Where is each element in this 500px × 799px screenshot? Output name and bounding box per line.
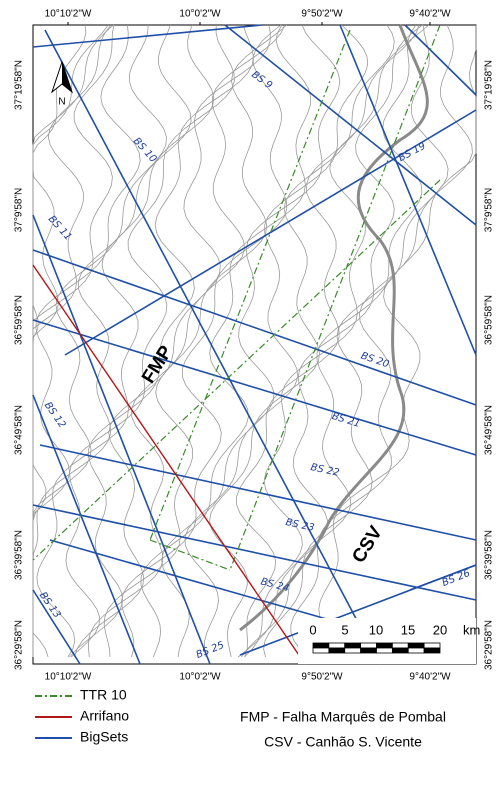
scale-label: 15: [401, 622, 415, 637]
scale-label: 20: [433, 622, 447, 637]
latitude-label: 37°9'58"N: [484, 188, 495, 233]
map-frame: [33, 25, 476, 664]
latitude-label: 36°49'58"N: [484, 405, 495, 455]
scale-segment: [329, 643, 345, 648]
map-figure: BS 9BS 10BS 11BS 12BS 13BS 19BS 20BS 21B…: [0, 0, 500, 794]
legend-label: TTR 10: [80, 687, 127, 703]
scale-segment: [392, 648, 408, 653]
scale-segment: [424, 648, 440, 653]
legend-label: Arrifano: [80, 708, 129, 724]
latitude-label: 36°59'58"N: [14, 295, 25, 345]
scale-unit: km: [463, 622, 480, 637]
latitude-label: 36°39'58"N: [14, 530, 25, 580]
scale-segment: [361, 643, 377, 648]
scale-segment: [408, 643, 424, 648]
scale-segment: [313, 643, 329, 648]
latitude-label: 37°19'58"N: [14, 60, 25, 110]
legend-label: BigSets: [80, 729, 128, 745]
longitude-label: 9°40'2"W: [409, 672, 451, 683]
latitude-label: 36°49'58"N: [14, 405, 25, 455]
scale-label: 10: [369, 622, 383, 637]
longitude-label: 9°40'2"W: [409, 9, 451, 20]
latitude-label: 37°9'58"N: [14, 188, 25, 233]
latitude-label: 36°39'58"N: [484, 530, 495, 580]
abbreviation-note: FMP - Falha Marquês de Pombal: [240, 709, 446, 725]
scale-segment: [361, 648, 377, 653]
latitude-label: 36°29'58"N: [484, 620, 495, 670]
scale-segment: [329, 648, 345, 653]
latitude-label: 37°19'58"N: [484, 60, 495, 110]
scale-segment: [377, 643, 393, 648]
longitude-label: 10°0'2"W: [179, 672, 221, 683]
north-label: N: [58, 97, 65, 108]
scale-segment: [345, 648, 361, 653]
longitude-label: 10°0'2"W: [179, 9, 221, 20]
scale-segment: [377, 648, 393, 653]
scale-label: 0: [309, 622, 316, 637]
scale-label: 5: [341, 622, 348, 637]
longitude-label: 10°10'2"W: [45, 672, 92, 683]
scale-segment: [313, 648, 329, 653]
abbreviation-note: CSV - Canhão S. Vicente: [264, 734, 422, 750]
longitude-label: 9°50'2"W: [301, 9, 343, 20]
latitude-label: 36°59'58"N: [484, 295, 495, 345]
longitude-label: 9°50'2"W: [301, 672, 343, 683]
scale-segment: [424, 643, 440, 648]
scale-background: [298, 618, 476, 664]
scale-segment: [408, 648, 424, 653]
scale-segment: [392, 643, 408, 648]
longitude-label: 10°10'2"W: [45, 9, 92, 20]
latitude-label: 36°29'58"N: [14, 620, 25, 670]
scale-segment: [345, 643, 361, 648]
